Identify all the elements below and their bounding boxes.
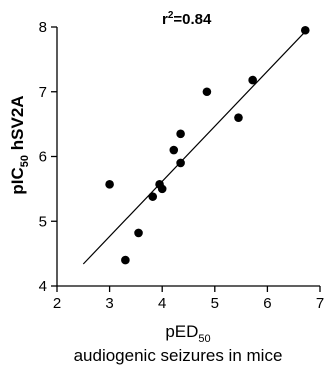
y-tick-label: 5 xyxy=(39,213,47,230)
data-point xyxy=(202,87,212,97)
y-tick-label: 7 xyxy=(39,84,47,101)
x-axis-label-main: pED xyxy=(165,322,198,341)
x-tick-label: 4 xyxy=(158,295,166,312)
x-tick-label: 5 xyxy=(211,295,219,312)
data-point xyxy=(148,192,158,201)
data-point xyxy=(157,184,167,194)
y-axis-label-main: pIC xyxy=(8,167,27,194)
x-tick-label: 6 xyxy=(263,295,271,312)
y-axis-label: pIC50 hSV2A xyxy=(8,95,31,194)
data-point xyxy=(105,180,114,189)
y-tick-label: 8 xyxy=(39,19,47,36)
y-axis-label-subscript: 50 xyxy=(19,155,31,167)
r-squared-value: =0.84 xyxy=(173,11,212,28)
r-squared-annotation: r2=0.84 xyxy=(162,10,212,28)
data-point xyxy=(300,25,310,35)
y-ticks: 4 5 6 7 8 xyxy=(39,19,57,295)
r-squared-prefix: r xyxy=(162,11,168,28)
data-points xyxy=(105,25,310,265)
x-tick-label: 7 xyxy=(316,295,324,312)
x-axis-label-second-line: audiogenic seizures in mice xyxy=(74,346,283,365)
axes: 2 3 4 5 6 7 4 5 6 7 8 xyxy=(39,19,325,312)
data-point xyxy=(176,158,185,168)
data-point xyxy=(121,255,130,265)
x-tick-label: 3 xyxy=(105,295,113,312)
x-axis-label: pED50 xyxy=(165,322,210,345)
r-squared-superscript: 2 xyxy=(168,10,174,21)
y-axis-label-suffix: hSV2A xyxy=(8,95,27,155)
x-axis-label-subscript: 50 xyxy=(198,333,210,345)
data-point xyxy=(234,113,243,122)
data-point xyxy=(176,129,185,139)
data-point xyxy=(248,75,257,85)
data-point xyxy=(134,228,143,238)
y-tick-label: 4 xyxy=(39,278,47,295)
data-point xyxy=(169,145,179,155)
x-tick-label: 2 xyxy=(53,295,61,312)
x-ticks: 2 3 4 5 6 7 xyxy=(53,286,324,312)
y-tick-label: 6 xyxy=(39,149,47,166)
regression-line xyxy=(82,31,306,265)
